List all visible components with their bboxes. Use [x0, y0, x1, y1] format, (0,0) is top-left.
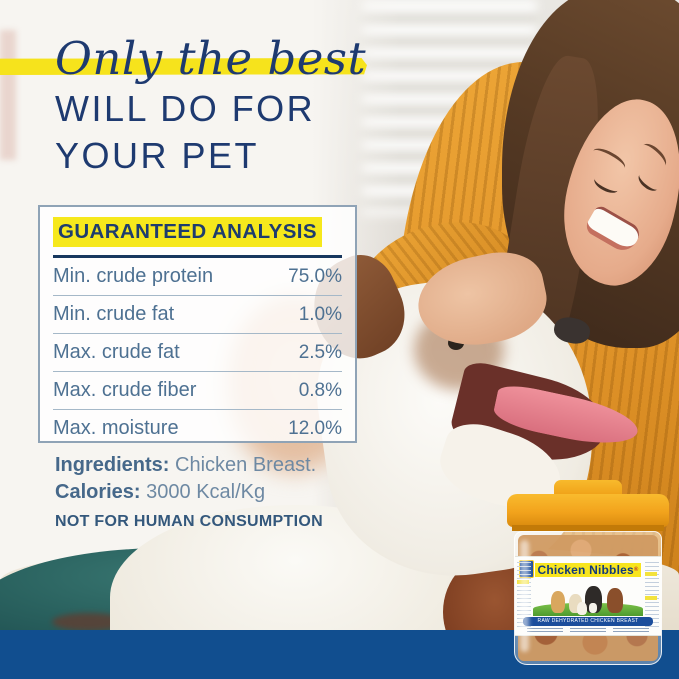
analysis-row: Max. crude fiber 0.8% — [53, 372, 342, 410]
jar-brand-name: Chicken Nibbles® — [534, 563, 642, 577]
headline-script-line: Only the best — [55, 32, 367, 85]
photo-woman-eyebrow-left — [589, 144, 629, 175]
jar-label: Chicken Nibbles® RAW DEHYDRATED CHICKEN … — [515, 556, 661, 636]
analysis-row-label: Min. crude fat — [53, 303, 175, 325]
headline: Only the best WILL DO FOR YOUR PET — [55, 33, 366, 179]
photo-woman-eyebrow-right — [637, 139, 671, 172]
fine-print-column — [613, 628, 649, 634]
photo-woman-eye-left — [591, 172, 621, 197]
analysis-row: Min. crude protein 75.0% — [53, 258, 342, 296]
jar-label-highlight-mark — [645, 572, 657, 576]
jar-label-side-text-right — [645, 562, 659, 630]
calories-label: Calories: — [55, 481, 141, 503]
jar-label-dog — [577, 602, 587, 615]
analysis-row-label: Max. moisture — [53, 417, 179, 439]
calories-value: 3000 Kcal/Kg — [146, 481, 266, 503]
warning-text: NOT FOR HUMAN CONSUMPTION — [55, 513, 323, 530]
product-jar: Chicken Nibbles® RAW DEHYDRATED CHICKEN … — [502, 480, 674, 672]
analysis-row-label: Max. crude fiber — [53, 379, 197, 401]
analysis-row-value: 2.5% — [298, 341, 342, 363]
jar-label-dogs — [545, 579, 631, 615]
headline-yellow-strip — [0, 58, 367, 75]
analysis-row-value: 75.0% — [288, 265, 342, 287]
headline-caps-line-2: YOUR PET — [55, 135, 260, 176]
analysis-row-value: 12.0% — [288, 417, 342, 439]
registered-mark: ® — [633, 567, 639, 573]
calories-line: Calories: 3000 Kcal/Kg — [55, 479, 323, 506]
photo-dog-paw-shadow — [52, 613, 126, 631]
jar-lid-rim — [512, 525, 664, 531]
guaranteed-analysis-title: GUARANTEED ANALYSIS — [53, 217, 322, 247]
jar-shine-highlight — [520, 540, 529, 652]
ingredients-value: Chicken Breast. — [175, 454, 317, 476]
jar-label-fine-print — [527, 628, 649, 634]
jar-label-dog — [551, 591, 565, 613]
jar-label-dog — [585, 586, 602, 613]
analysis-row-value: 0.8% — [298, 379, 342, 401]
jar-brand-row: Chicken Nibbles® — [533, 561, 643, 579]
title-underline — [53, 255, 342, 258]
analysis-row: Max. crude fat 2.5% — [53, 334, 342, 372]
guaranteed-analysis-panel: GUARANTEED ANALYSIS Min. crude protein 7… — [38, 205, 357, 443]
jar-label-banner: RAW DEHYDRATED CHICKEN BREAST — [523, 617, 653, 626]
analysis-row: Max. moisture 12.0% — [53, 410, 342, 447]
analysis-row-value: 1.0% — [298, 303, 342, 325]
analysis-row-label: Max. crude fat — [53, 341, 180, 363]
analysis-row: Min. crude fat 1.0% — [53, 296, 342, 334]
product-details: Ingredients: Chicken Breast. Calories: 3… — [55, 452, 323, 531]
fine-print-column — [527, 628, 563, 634]
jar-lid-knob — [554, 480, 622, 497]
jar-body: Chicken Nibbles® RAW DEHYDRATED CHICKEN … — [514, 531, 662, 665]
fine-print-column — [570, 628, 606, 634]
photo-left-edge-blur — [0, 30, 16, 160]
photo-woman-eye-right — [635, 169, 662, 195]
jar-label-dog — [607, 588, 623, 613]
ingredients-label: Ingredients: — [55, 454, 170, 476]
analysis-row-label: Min. crude protein — [53, 265, 214, 287]
headline-caps-line-1: WILL DO FOR — [55, 88, 316, 129]
ingredients-line: Ingredients: Chicken Breast. — [55, 452, 323, 479]
jar-label-highlight-mark — [645, 596, 657, 600]
jar-lid — [507, 494, 669, 527]
photo-woman-smile — [583, 203, 644, 256]
